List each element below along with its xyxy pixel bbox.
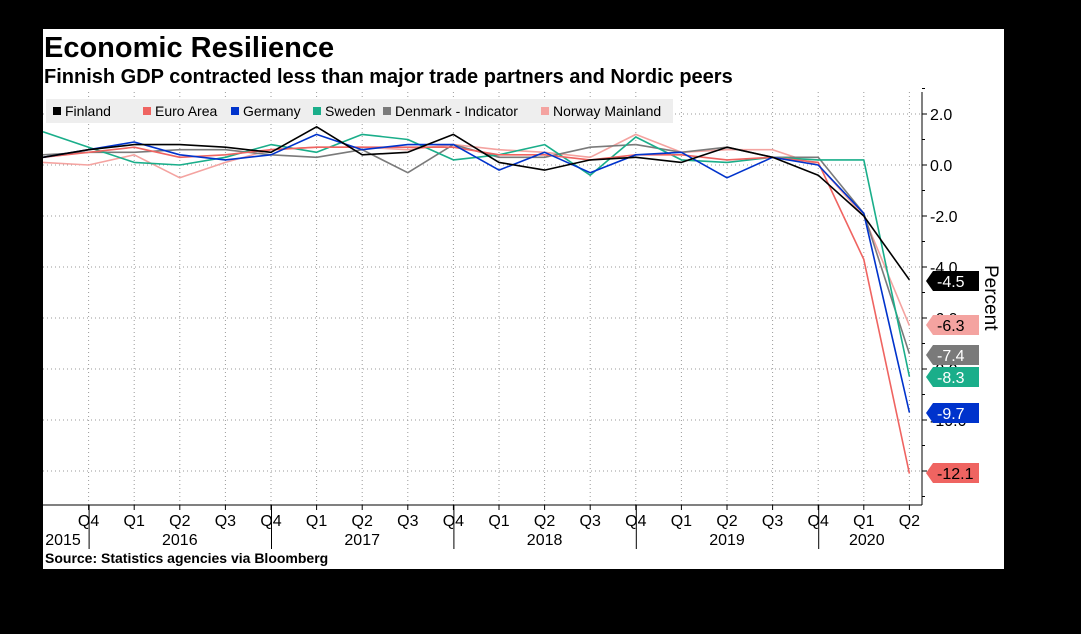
x-tick-label: Q3: [580, 513, 601, 530]
chart-subtitle: Finnish GDP contracted less than major t…: [44, 66, 733, 88]
x-tick-label: Q2: [716, 513, 737, 530]
y-tick-label: 2.0: [930, 107, 952, 124]
series-line-euro-area: [43, 146, 911, 474]
legend-label: Euro Area: [155, 103, 217, 119]
x-tick-label: Q2: [899, 513, 920, 530]
end-value-label: -7.4: [937, 348, 965, 365]
legend-swatch: [313, 107, 321, 115]
legend-swatch: [53, 107, 61, 115]
y-tick-label: 0.0: [930, 158, 952, 175]
end-value-label: -6.3: [937, 318, 965, 335]
series-line-finland: [43, 126, 911, 281]
x-year-label: 2017: [344, 532, 380, 549]
legend-label: Norway Mainland: [553, 103, 661, 119]
x-tick-label: Q1: [124, 513, 145, 530]
end-value-tag-shape: [926, 367, 979, 387]
legend-label: Denmark - Indicator: [395, 103, 518, 119]
end-value-tag: -8.3: [926, 367, 979, 387]
x-year-label: 2015: [45, 532, 81, 549]
line-chart: 2.00.0-2.0-4.0-6.0-8.0-10.0-12.0PercentQ…: [43, 88, 1001, 549]
legend-label: Sweden: [325, 103, 376, 119]
chart-card: Economic Resilience Finnish GDP contract…: [43, 29, 1004, 569]
legend-swatch: [143, 107, 151, 115]
legend-swatch: [541, 107, 549, 115]
legend: Finland Euro Area Germany Sweden Denmark - I…: [46, 99, 673, 123]
x-tick-label: Q3: [215, 513, 236, 530]
source-note: Source: Statistics agencies via Bloomber…: [45, 550, 329, 566]
chart-title: Economic Resilience: [44, 32, 335, 64]
series-line-germany: [43, 133, 911, 413]
legend-swatch: [383, 107, 391, 115]
x-tick-label: Q2: [169, 513, 190, 530]
series-line-denmark-indicator: [43, 143, 911, 354]
end-value-tag-shape: [926, 463, 979, 483]
end-value-tag: -6.3: [926, 315, 979, 335]
end-value-label: -9.7: [937, 406, 965, 423]
end-value-tag: -4.5: [926, 271, 979, 291]
legend-swatch: [231, 107, 239, 115]
x-tick-label: Q1: [306, 513, 327, 530]
x-year-label: 2020: [849, 532, 885, 549]
legend-label: Finland: [65, 103, 111, 119]
end-value-tag-shape: [926, 345, 979, 365]
end-value-tag-shape: [926, 315, 979, 335]
end-value-tag: -7.4: [926, 345, 979, 365]
y-tick-label: -2.0: [930, 209, 958, 226]
x-tick-label: Q3: [397, 513, 418, 530]
x-year-label: 2018: [527, 532, 563, 549]
x-year-label: 2016: [162, 532, 198, 549]
end-value-tag: -12.1: [926, 463, 979, 483]
x-year-label: 2019: [709, 532, 745, 549]
y-axis-label: Percent: [980, 265, 1001, 331]
series-line-norway-mainland: [43, 133, 911, 326]
end-value-tag-shape: [926, 403, 979, 423]
legend-label: Germany: [243, 103, 301, 119]
x-tick-label: Q2: [352, 513, 373, 530]
x-tick-label: Q1: [671, 513, 692, 530]
end-value-label: -8.3: [937, 370, 965, 387]
end-value-tag: -9.7: [926, 403, 979, 423]
series-line-sweden: [43, 131, 911, 377]
x-tick-label: Q3: [762, 513, 783, 530]
end-value-label: -12.1: [937, 466, 974, 483]
x-tick-label: Q1: [853, 513, 874, 530]
end-value-tag-shape: [926, 271, 979, 291]
x-tick-label: Q1: [488, 513, 509, 530]
end-value-label: -4.5: [937, 274, 965, 291]
x-tick-label: Q2: [534, 513, 555, 530]
